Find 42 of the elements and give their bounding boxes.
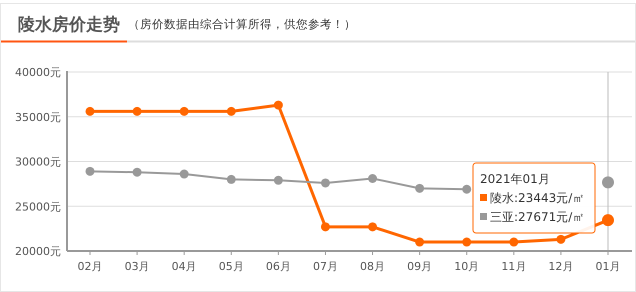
y-tick-label: 35000元 <box>15 110 61 124</box>
y-tick-label: 20000元 <box>15 245 61 258</box>
point <box>368 174 378 184</box>
point <box>274 176 283 185</box>
point <box>226 106 236 116</box>
annotation: 2021年01月 <box>480 172 550 186</box>
chart-title: 陵水房价走势 <box>18 15 120 35</box>
x-tick-label: 02月 <box>78 260 102 273</box>
x-tick-label: 04月 <box>172 260 197 273</box>
x-tick-label: 07月 <box>312 260 338 273</box>
x-tick-label: 01月 <box>596 260 620 273</box>
y-tick-label: 25000元 <box>15 200 61 214</box>
point <box>226 174 236 184</box>
point <box>86 166 94 176</box>
point <box>320 178 330 188</box>
chart-subtitle: （房价数据由综合计算所得，供您参考！） <box>128 17 356 31</box>
x-tick-label: 06月 <box>266 260 291 273</box>
point <box>132 168 142 177</box>
x-tick-label: 03月 <box>124 260 150 273</box>
point <box>415 238 424 247</box>
point <box>274 100 283 110</box>
point <box>86 106 94 116</box>
point <box>556 234 566 244</box>
x-tick-label: 05月 <box>218 260 244 273</box>
point <box>462 184 472 194</box>
x-tick-label: 09月 <box>407 260 432 273</box>
point <box>462 238 472 247</box>
x-tick-label: 12月 <box>548 260 574 273</box>
x-tick-label: 11月 <box>501 260 526 273</box>
point <box>180 106 189 116</box>
y-tick-label: 40000元 <box>15 66 61 79</box>
y-tick-label: 30000元 <box>15 156 61 168</box>
x-tick-label: 10月 <box>454 260 480 273</box>
point <box>368 222 378 232</box>
annotation: 陵水:23443元/㎡ <box>490 191 584 205</box>
point <box>132 106 142 116</box>
point <box>509 238 518 247</box>
point <box>415 184 424 193</box>
point <box>320 222 330 232</box>
annotation: 三亚:27671元/㎡ <box>490 210 584 224</box>
x-tick-label: 08月 <box>360 260 386 273</box>
point <box>180 170 189 179</box>
